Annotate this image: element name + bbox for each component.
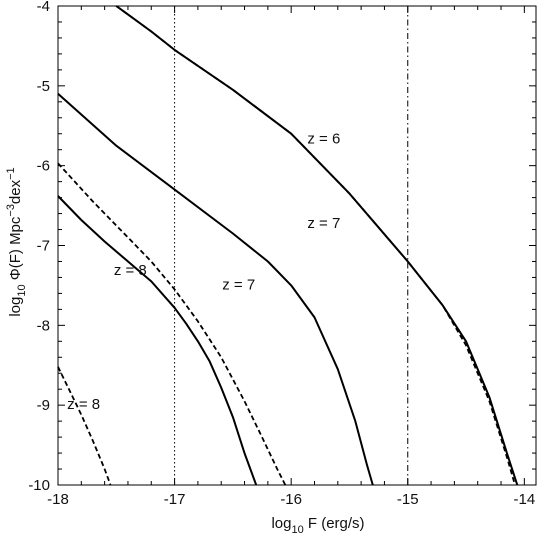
- y-tick-label: -6: [37, 158, 50, 175]
- y-tick-label: -7: [37, 238, 50, 255]
- x-tick-label: -18: [47, 491, 69, 508]
- x-tick-label: -14: [513, 491, 535, 508]
- y-tick-label: -4: [37, 0, 50, 15]
- x-tick-label: -16: [280, 491, 302, 508]
- curve-labels: z = 6 z = 7 z = 7 z = 8 z = 8: [67, 130, 340, 413]
- y-tick-label: -5: [37, 78, 50, 95]
- series-line-3-solid: [57, 93, 374, 486]
- y-tick-label: -8: [37, 317, 50, 334]
- x-tick-label: -17: [164, 491, 186, 508]
- y-axis-label: log10 Φ(F) Mpc−3dex−1: [5, 167, 28, 316]
- curves: [57, 5, 519, 486]
- series-line-2-dashed: [115, 5, 516, 486]
- series-line-5-solid: [57, 195, 258, 486]
- curve-label: z = 8: [67, 396, 100, 413]
- y-tick-label: -9: [37, 397, 50, 414]
- reference-lines: [174, 6, 409, 485]
- series-line-6-dashed: [57, 366, 112, 486]
- axis-ticks: -18 -17 -16 -15 -14 -10 -9 -8 -7 -6 -5 -4: [28, 0, 536, 508]
- y-tick-label: -10: [28, 477, 50, 494]
- curve-label: z = 7: [307, 215, 340, 232]
- series-line-1-solid: [115, 5, 519, 486]
- plot-frame: [57, 5, 537, 486]
- curve-label: z = 8: [114, 262, 147, 279]
- plot-area-border: [57, 5, 537, 486]
- x-axis-label: log10 F (erg/s): [271, 515, 364, 536]
- curve-label: z = 6: [307, 130, 340, 147]
- x-tick-label: -15: [397, 491, 419, 508]
- curve-label: z = 7: [222, 276, 255, 293]
- series-line-4-dashed: [57, 162, 287, 486]
